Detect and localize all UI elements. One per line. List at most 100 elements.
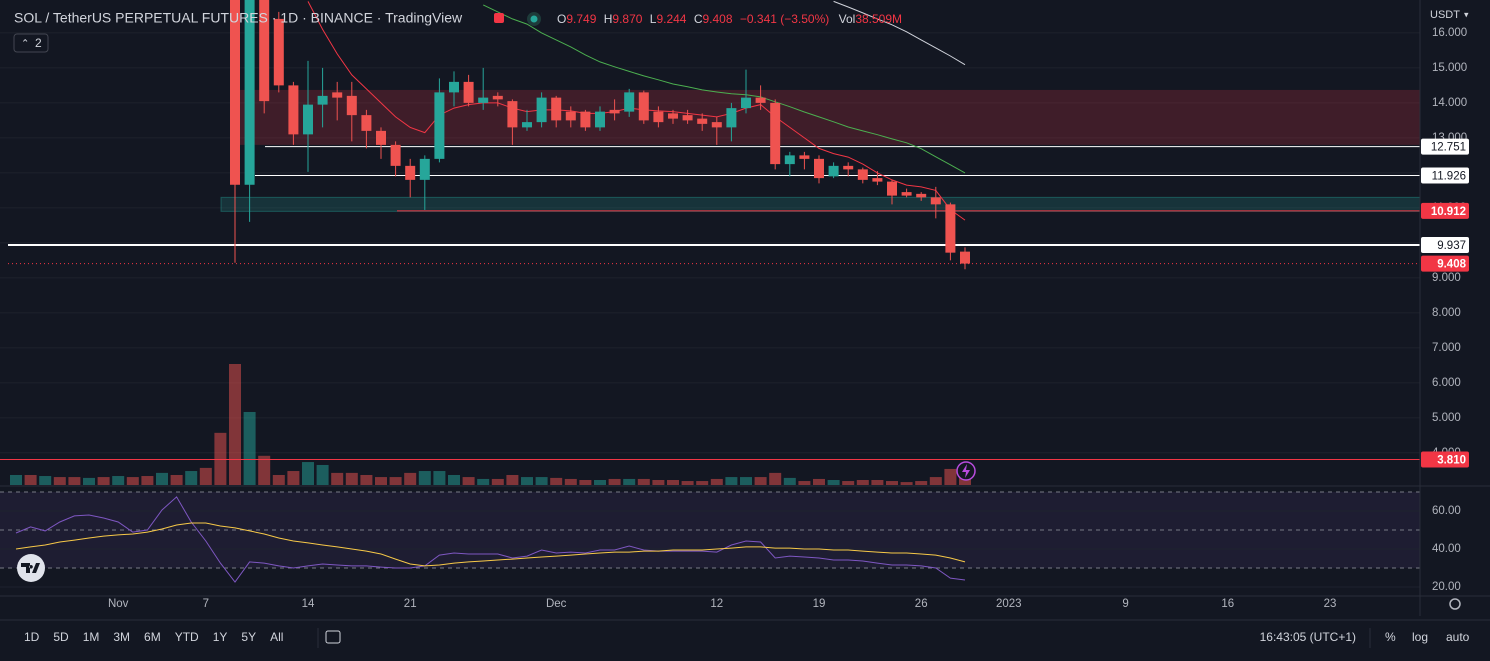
- volume-bar: [418, 471, 431, 485]
- moving-average: [833, 0, 966, 66]
- rsi-tick-label: 20.00: [1432, 581, 1461, 593]
- volume-bar: [214, 432, 227, 485]
- date-range-icon[interactable]: [325, 630, 341, 644]
- volume-bar: [579, 479, 592, 485]
- range-button[interactable]: All: [270, 630, 283, 644]
- candle-body: [872, 178, 883, 182]
- candle-body: [638, 92, 649, 121]
- x-tick-label: 12: [710, 598, 723, 610]
- settings-icon[interactable]: [1449, 598, 1461, 610]
- volume-bar: [185, 471, 198, 485]
- scale-option[interactable]: %: [1385, 630, 1396, 644]
- volume-bar: [112, 476, 125, 485]
- candle-body: [463, 81, 474, 103]
- level-label-bg: [1421, 237, 1469, 254]
- volume-bar: [287, 471, 300, 485]
- range-button[interactable]: 5D: [53, 630, 69, 644]
- scale-option[interactable]: log: [1412, 630, 1428, 644]
- volume-bar: [331, 472, 344, 485]
- y-tick-label: 7.000: [1432, 342, 1461, 354]
- scale-option[interactable]: auto: [1446, 630, 1470, 644]
- x-tick-label: 7: [203, 598, 209, 610]
- volume-bar: [959, 476, 971, 485]
- volume-bar: [696, 481, 709, 485]
- flag-icon[interactable]: [494, 13, 504, 23]
- rsi-tick-label: 40.00: [1432, 543, 1461, 555]
- volume-bar: [477, 478, 490, 485]
- volume-bar: [856, 479, 869, 485]
- alert-icon[interactable]: [956, 461, 976, 481]
- candle-body: [565, 111, 576, 121]
- volume-bar: [754, 477, 767, 485]
- candle-body: [930, 197, 941, 205]
- y-tick-label: 5.000: [1432, 412, 1461, 424]
- legend-value: 9.749: [566, 12, 596, 26]
- candle-body: [711, 122, 722, 128]
- candle-body: [843, 165, 854, 170]
- candle-body: [536, 97, 547, 123]
- candle-body: [390, 144, 401, 166]
- candle-body: [887, 181, 897, 196]
- volume-bar: [83, 477, 95, 485]
- volume-bar: [272, 474, 285, 485]
- range-button[interactable]: 1M: [83, 630, 100, 644]
- candle-body: [682, 115, 693, 121]
- volume-bar: [302, 462, 314, 485]
- legend-key: C: [694, 12, 703, 26]
- x-tick-label: 9: [1122, 598, 1128, 610]
- candle-body: [492, 95, 503, 100]
- indicator-toggle[interactable]: [13, 33, 49, 53]
- x-tick-label: Dec: [546, 598, 567, 610]
- candle-body: [303, 104, 313, 135]
- candle-body: [726, 108, 737, 128]
- candle-body: [741, 97, 751, 109]
- legend-value: 9.870: [612, 12, 642, 26]
- level-label: 10.912: [1431, 206, 1466, 218]
- candle-body: [697, 118, 708, 124]
- volume-bar: [141, 476, 154, 485]
- y-tick-label: 14.000: [1432, 97, 1467, 109]
- volume-bar: [871, 479, 884, 485]
- x-tick-label: 14: [302, 598, 315, 610]
- currency-selector[interactable]: USDT: [1430, 9, 1460, 21]
- range-button[interactable]: 6M: [144, 630, 161, 644]
- y-tick-label: 15.000: [1432, 62, 1467, 74]
- x-tick-label: Nov: [108, 598, 129, 610]
- level-label: 9.408: [1437, 259, 1466, 271]
- candle-body: [916, 193, 927, 198]
- volume-bar: [199, 467, 212, 485]
- rsi-pane: [0, 491, 1420, 588]
- currency-chevron[interactable]: ▾: [1464, 9, 1469, 19]
- volume-bar: [521, 477, 533, 485]
- candle-body: [828, 165, 839, 177]
- bottom-toolbar: 1D 5D 1M 3M 6M YTD 1Y 5Y All 16:43:05 (UTC+1)% log…: [24, 628, 1470, 648]
- candle-body: [361, 115, 372, 131]
- candle-body: [653, 111, 664, 123]
- x-tick-label: 2023: [996, 598, 1022, 610]
- range-button[interactable]: YTD: [175, 630, 199, 644]
- axes: 4.0005.0006.0007.0008.0009.00010.00011.0…: [0, 0, 1490, 621]
- candle-body: [434, 92, 445, 159]
- range-button[interactable]: 1D: [24, 630, 40, 644]
- candle-body: [551, 97, 562, 121]
- volume-bar: [433, 471, 446, 485]
- volume-bar: [53, 477, 66, 485]
- volume-bar: [652, 479, 665, 485]
- alert-bolt[interactable]: [962, 464, 970, 478]
- volume-bar: [462, 477, 475, 485]
- range-button[interactable]: 3M: [113, 630, 130, 644]
- range-button[interactable]: 1Y: [213, 630, 228, 644]
- gear[interactable]: [1449, 598, 1461, 610]
- candle-body: [609, 109, 620, 114]
- candle-body: [668, 113, 678, 119]
- range-button[interactable]: 5Y: [241, 630, 256, 644]
- legend-key: O: [557, 12, 566, 26]
- candle-body: [624, 92, 635, 112]
- level-label: 12.751: [1431, 142, 1466, 154]
- volume-bar: [389, 477, 402, 485]
- y-tick-label: 9.000: [1432, 272, 1461, 284]
- tv-logo: [17, 554, 45, 582]
- clock: 16:43:05 (UTC+1): [1260, 630, 1356, 644]
